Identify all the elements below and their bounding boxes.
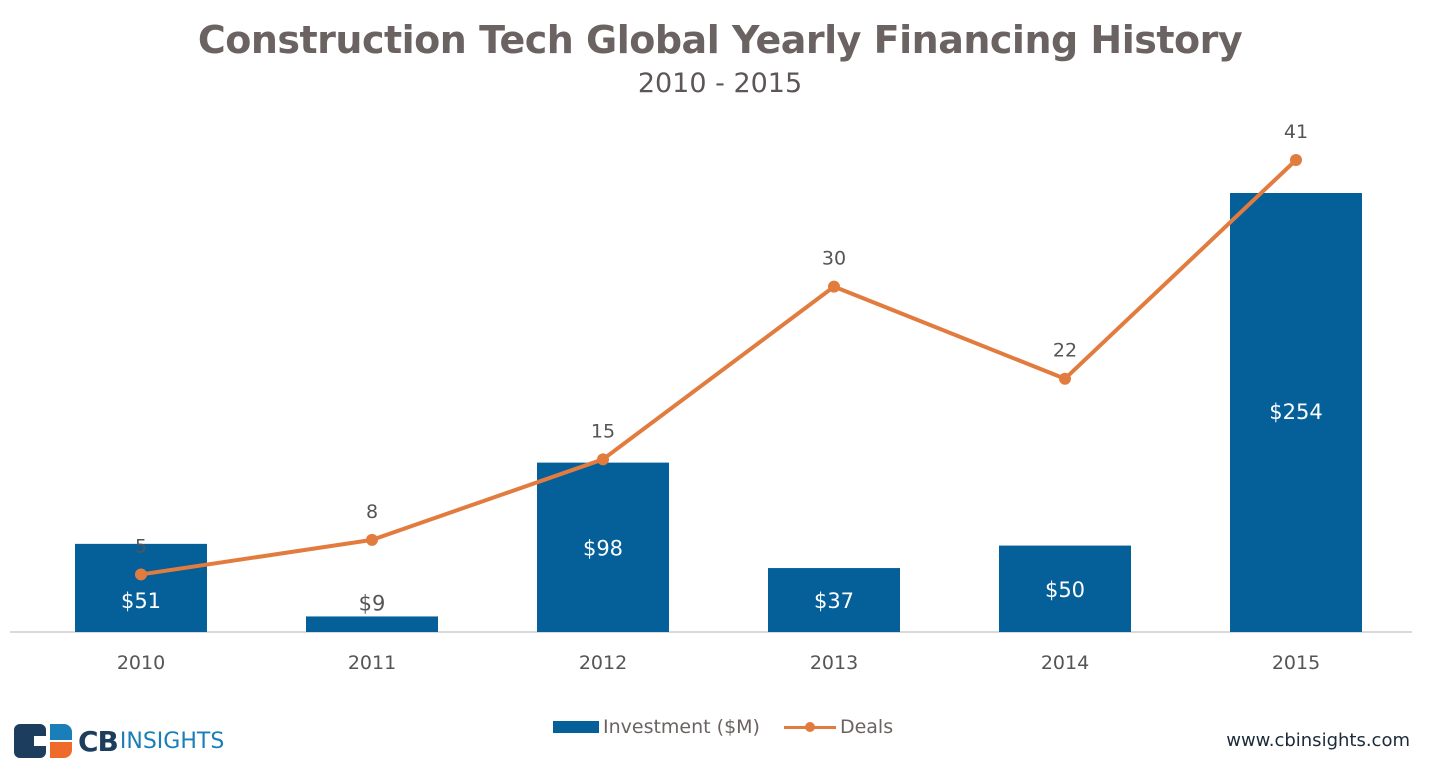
x-tick-label: 2015 (1272, 652, 1320, 674)
deals-value-label: 22 (1053, 340, 1077, 362)
bar-value-label: $37 (814, 589, 854, 613)
deals-point (597, 453, 609, 466)
chart-title: Construction Tech Global Yearly Financin… (197, 18, 1243, 62)
deals-point (1290, 154, 1302, 166)
deals-point (1059, 372, 1071, 385)
deals-point (135, 568, 147, 581)
website-url[interactable]: www.cbinsights.com (1226, 730, 1410, 751)
bar-value-label: $51 (121, 589, 161, 613)
chart-subtitle: 2010 - 2015 (637, 68, 803, 99)
cb-logo-icon (14, 722, 74, 760)
deals-point (366, 533, 378, 546)
deals-value-label: 8 (366, 501, 378, 523)
legend-deals-swatch (783, 721, 836, 733)
bar-value-label: $50 (1045, 578, 1085, 602)
investment-bar (537, 462, 669, 632)
investment-bar (75, 543, 207, 632)
deals-value-label: 30 (822, 248, 846, 270)
deals-line (140, 158, 1298, 577)
bar-value-label: $9 (359, 591, 386, 615)
logo-insights-text: INSIGHTS (119, 728, 225, 754)
x-tick-label: 2012 (579, 652, 627, 674)
deals-value-label: 41 (1284, 121, 1308, 143)
chart-area: $51 $9 $98 $37 $50 $254 2010 2011 2012 2013 2014 2… (10, 121, 1412, 674)
deals-value-label: 5 (135, 535, 147, 557)
investment-bar (306, 616, 438, 632)
deals-value-label: 15 (591, 420, 615, 442)
cb-insights-logo: CB INSIGHTS (14, 722, 224, 760)
x-tick-label: 2013 (810, 652, 858, 674)
bar-value-label: $98 (583, 536, 623, 560)
legend-investment-label: Investment ($M) (603, 716, 760, 738)
investment-bar (999, 545, 1131, 632)
investment-bar (768, 568, 900, 632)
legend-investment-swatch (553, 721, 599, 733)
logo-cb-text: CB (78, 724, 119, 758)
legend: Investment ($M) Deals (553, 716, 893, 738)
deals-point (828, 280, 840, 293)
x-tick-label: 2014 (1041, 652, 1089, 674)
investment-bar (1230, 193, 1362, 632)
x-tick-label: 2011 (348, 652, 396, 674)
legend-deals-label: Deals (839, 716, 894, 738)
bar-value-label: $254 (1269, 400, 1322, 424)
x-tick-label: 2010 (117, 652, 165, 674)
